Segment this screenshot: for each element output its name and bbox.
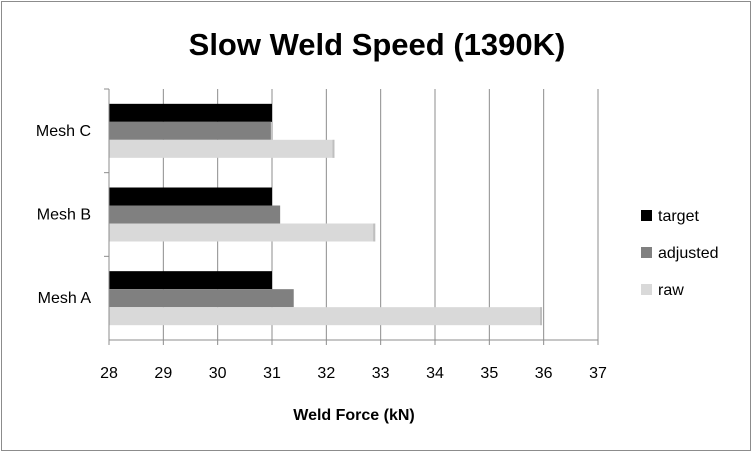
bar-target [109,103,272,122]
x-tick-label: 31 [263,365,281,382]
bar-adjusted [109,289,294,308]
bar-raw [109,223,376,242]
bar-target [109,187,272,206]
x-tick-label: 36 [535,365,553,382]
x-tick-label: 33 [372,365,390,382]
legend-swatch-raw [641,284,652,295]
legend: target adjusted raw [641,208,719,299]
axes [104,88,599,345]
bar-raw [109,139,335,158]
chart-title: Slow Weld Speed (1390K) [189,27,566,62]
x-axis-label: Weld Force (kN) [293,407,415,424]
bar-adjusted [109,121,271,140]
x-tick-labels: 28 29 30 31 32 33 34 35 36 37 [100,365,607,382]
x-tick-label: 29 [154,365,172,382]
x-tick-label: 32 [317,365,335,382]
bar-target [109,271,272,290]
x-tick-label: 34 [426,365,444,382]
legend-label-raw: raw [658,282,684,299]
x-tick-label: 35 [480,365,498,382]
bars [109,103,543,326]
category-label: Mesh A [38,290,92,307]
bar-adjusted [109,205,281,224]
bar-raw [109,307,543,326]
bar-edge [332,139,335,158]
category-label: Mesh B [37,207,91,224]
legend-swatch-adjusted [641,247,652,258]
bar-edge [540,307,543,326]
category-labels: Mesh A Mesh B Mesh C [36,123,91,307]
x-tick-label: 37 [589,365,607,382]
legend-swatch-target [641,210,652,221]
x-tick-label: 28 [100,365,118,382]
bar-edge [373,223,376,242]
legend-label-adjusted: adjusted [658,245,719,262]
x-tick-label: 30 [209,365,227,382]
category-label: Mesh C [36,123,91,140]
legend-label-target: target [658,208,699,225]
